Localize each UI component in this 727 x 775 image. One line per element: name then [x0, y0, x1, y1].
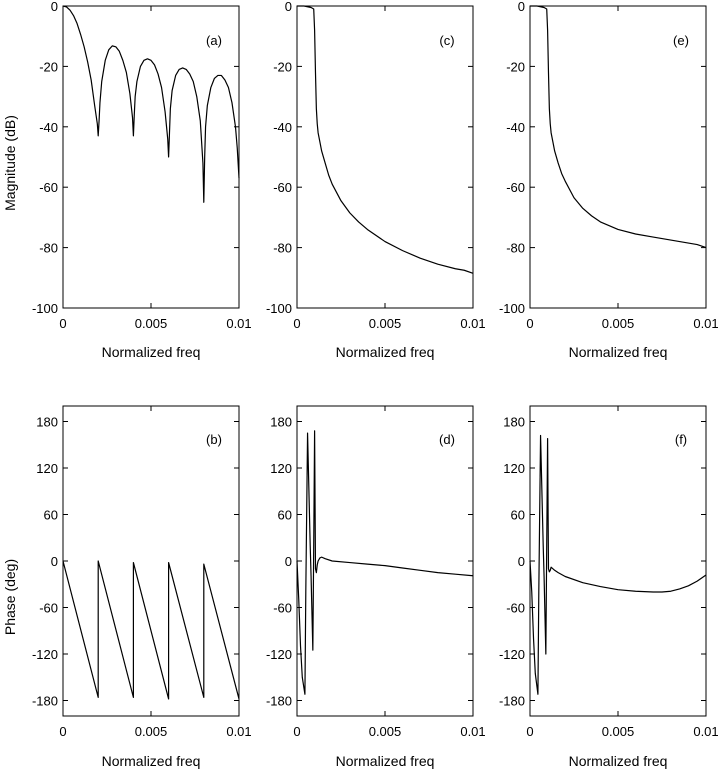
panel-d-ytick-label: 60 — [278, 508, 292, 523]
panel-b-ytick-label: 120 — [36, 461, 58, 476]
panel-b: Normalized freq (b) 0 0.005 0.01180120600-… — [32, 405, 252, 769]
panel-c: Normalized freq (c) 0 0.005 0.01 0 -20 -40 -60… — [266, 0, 486, 360]
panel-a-ytick-label: -20 — [39, 59, 58, 74]
panel-c-ytick-label: -60 — [273, 180, 292, 195]
panel-f-xlabel: Normalized freq — [569, 753, 668, 769]
panel-a: Normalized freq (a) 0 0.005 0.01 0 -20 -40 -60… — [32, 0, 252, 360]
panel-f-ytick-label: 60 — [511, 508, 525, 523]
panel-b-xtick-label: 0.01 — [226, 724, 251, 739]
panel-f-series-line — [529, 434, 707, 695]
panel-a-xtick-label: 0.005 — [135, 316, 168, 331]
panel-e-ytick-label: -100 — [499, 301, 525, 316]
panel-d-xtick-label: 0.01 — [460, 724, 485, 739]
panel-d-ytick-label: 180 — [270, 415, 292, 430]
panel-b-ytick-label: 0 — [51, 554, 58, 569]
panel-d-ytick-label: -180 — [266, 694, 292, 709]
panel-f-xtick-label: 0.005 — [602, 724, 635, 739]
panel-f-ytick-label: 0 — [518, 554, 525, 569]
panel-e-label: (e) — [673, 33, 689, 48]
panel-c-xtick-label: 0 — [293, 316, 300, 331]
panel-c-ytick-label: -20 — [273, 59, 292, 74]
panel-b-ytick-label: -180 — [32, 694, 58, 709]
panel-b-series-line — [62, 560, 240, 700]
panel-f-ytick-label: 180 — [503, 415, 525, 430]
panel-e-xtick-label: 0.005 — [602, 316, 635, 331]
panel-e-xtick-label: 0.01 — [693, 316, 718, 331]
panel-f-ytick-label: -120 — [499, 647, 525, 662]
panel-a-xlabel: Normalized freq — [102, 344, 201, 360]
panel-d-xtick-label: 0 — [293, 724, 300, 739]
panel-e-series-line — [530, 5, 707, 249]
panel-a-ytick-label: -60 — [39, 180, 58, 195]
panel-e-ytick-label: -80 — [506, 241, 525, 256]
panel-d-ytick-label: -120 — [266, 647, 292, 662]
panel-d-xtick-label: 0.005 — [369, 724, 402, 739]
panel-b-ytick-label: -120 — [32, 647, 58, 662]
panel-d-label: (d) — [439, 432, 455, 447]
panel-e-ytick-label: -40 — [506, 120, 525, 135]
panel-b-ytick-label: 60 — [44, 508, 58, 523]
panel-a-ytick-label: -100 — [32, 301, 58, 316]
panel-b-xlabel: Normalized freq — [102, 753, 201, 769]
panel-b-xtick-label: 0.005 — [135, 724, 168, 739]
panel-a-ytick-label: -40 — [39, 120, 58, 135]
panel-d: Normalized freq (d) 0 0.005 0.01180120600-… — [266, 405, 486, 769]
panel-a-xtick-label: 0.01 — [226, 316, 251, 331]
panel-d-series-line — [296, 430, 474, 695]
panel-c-xtick-label: 0.005 — [369, 316, 402, 331]
panel-e-xtick-label: 0 — [526, 316, 533, 331]
panel-a-label: (a) — [206, 33, 222, 48]
panel-f: Normalized freq (f) 0 0.005 0.01180120600-… — [499, 405, 719, 769]
ylabel-magnitude: Magnitude (dB) — [2, 115, 18, 211]
panel-d-xlabel: Normalized freq — [336, 753, 435, 769]
panel-b-ytick-label: -60 — [39, 601, 58, 616]
panel-d-ytick-label: 0 — [285, 554, 292, 569]
panel-d-ytick-label: 120 — [270, 461, 292, 476]
panel-e-xlabel: Normalized freq — [569, 344, 668, 360]
panel-c-xlabel: Normalized freq — [336, 344, 435, 360]
panel-f-xtick-label: 0 — [526, 724, 533, 739]
panel-a-ytick-label: -80 — [39, 241, 58, 256]
panel-c-series-line — [297, 5, 474, 274]
panel-e-ytick-label: 0 — [518, 0, 525, 14]
panel-a-xtick-label: 0 — [59, 316, 66, 331]
panel-c-xtick-label: 0.01 — [460, 316, 485, 331]
panel-f-label: (f) — [675, 432, 687, 447]
panel-c-label: (c) — [439, 33, 454, 48]
panel-b-ytick-label: 180 — [36, 415, 58, 430]
panel-f-ytick-label: -60 — [506, 601, 525, 616]
panel-b-label: (b) — [206, 432, 222, 447]
ylabel-phase: Phase (deg) — [2, 559, 18, 635]
panel-e-ytick-label: -60 — [506, 180, 525, 195]
panel-b-xtick-label: 0 — [59, 724, 66, 739]
panel-f-ytick-label: 120 — [503, 461, 525, 476]
panel-f-xtick-label: 0.01 — [693, 724, 718, 739]
panel-c-ytick-label: -100 — [266, 301, 292, 316]
panel-c-ytick-label: -40 — [273, 120, 292, 135]
panel-e: Normalized freq (e) 0 0.005 0.01 0 -20 -40 -60… — [499, 0, 719, 360]
panel-c-ytick-label: -80 — [273, 241, 292, 256]
panel-d-ytick-label: -60 — [273, 601, 292, 616]
panel-a-ytick-label: 0 — [51, 0, 58, 14]
panel-f-ytick-label: -180 — [499, 694, 525, 709]
panel-c-ytick-label: 0 — [285, 0, 292, 14]
panel-e-ytick-label: -20 — [506, 59, 525, 74]
panel-a-series-line — [62, 5, 240, 203]
